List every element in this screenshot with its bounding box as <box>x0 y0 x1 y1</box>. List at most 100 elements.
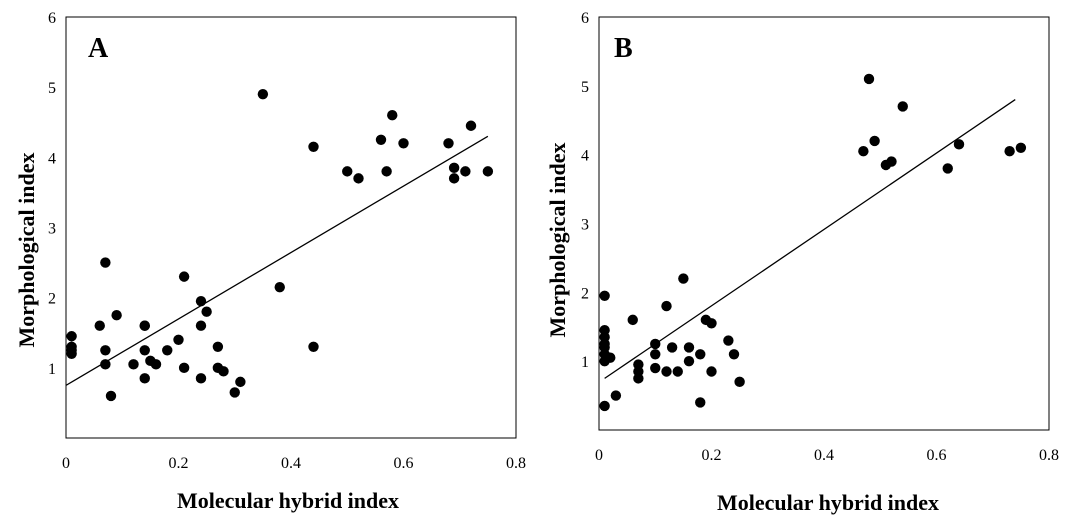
data-point <box>100 257 111 268</box>
data-point <box>353 173 364 184</box>
x-tick-label: 0.4 <box>281 455 301 472</box>
data-point <box>599 290 610 301</box>
data-point <box>633 373 644 384</box>
data-point <box>178 362 190 374</box>
x-tick-label: 0.2 <box>169 455 189 472</box>
data-point <box>863 73 875 85</box>
panel-a: A 1 2 3 4 5 6 0 0.2 0.4 0.6 0.8 Molecular hybrid ind… <box>14 10 526 513</box>
data-point <box>482 166 494 177</box>
data-point <box>195 320 207 331</box>
y-tick-label: 3 <box>48 221 56 238</box>
data-point <box>398 138 409 149</box>
y-tick-label: 3 <box>581 217 589 234</box>
data-point <box>173 334 184 345</box>
data-point <box>448 162 460 174</box>
data-point <box>953 139 965 150</box>
data-point <box>683 342 695 353</box>
panel-label: A <box>88 33 109 64</box>
data-point <box>257 88 269 100</box>
data-point <box>627 314 638 326</box>
data-point <box>1015 142 1027 153</box>
data-point <box>218 366 229 377</box>
data-point <box>448 173 460 184</box>
data-point <box>308 141 319 153</box>
data-point <box>734 376 745 388</box>
x-tick-label: 0.2 <box>702 447 722 464</box>
y-tick-label: 1 <box>581 354 589 371</box>
data-point <box>706 366 717 377</box>
data-point <box>672 366 683 377</box>
y-tick-label: 6 <box>581 10 589 27</box>
data-point <box>942 163 953 174</box>
x-tick-label: 0.8 <box>1039 447 1059 464</box>
data-point <box>162 345 173 356</box>
data-point <box>678 273 689 284</box>
data-point <box>381 166 392 177</box>
data-point <box>201 306 212 317</box>
data-point <box>111 310 122 321</box>
data-point <box>695 349 706 360</box>
data-point <box>1004 146 1015 157</box>
data-point <box>683 355 695 367</box>
data-point <box>661 300 672 312</box>
data-point <box>229 387 240 398</box>
data-point <box>443 138 454 149</box>
data-point <box>666 342 678 353</box>
data-point <box>139 345 150 356</box>
data-point <box>886 156 897 167</box>
data-point <box>650 349 661 360</box>
data-point <box>650 338 661 350</box>
data-point <box>235 376 246 388</box>
data-point <box>212 341 224 352</box>
data-point <box>869 135 880 147</box>
data-point <box>375 134 387 145</box>
trend-line <box>604 99 1016 379</box>
x-tick-label: 0.4 <box>814 447 834 464</box>
x-axis-title: Molecular hybrid index <box>177 488 399 513</box>
data-point <box>195 295 207 307</box>
data-point <box>387 110 398 121</box>
y-axis-title: Morphological index <box>545 143 570 338</box>
plot-frame <box>598 16 1050 431</box>
data-point <box>465 120 477 131</box>
panel-b: B 1 2 3 4 5 6 0 0.2 0.4 0.6 0.8 Molecular hybrid ind… <box>545 10 1059 515</box>
data-point <box>128 359 139 370</box>
data-point <box>150 359 162 370</box>
data-point <box>460 166 471 177</box>
data-point <box>728 349 740 360</box>
plot-frame <box>65 16 517 439</box>
data-point <box>195 373 207 384</box>
y-axis-title: Morphological index <box>14 153 39 348</box>
data-point <box>610 390 622 401</box>
panel-label: B <box>614 33 633 64</box>
data-point <box>139 320 150 331</box>
data-point <box>723 335 734 346</box>
data-point <box>105 390 117 402</box>
x-tick-label: 0.8 <box>506 455 526 472</box>
trend-line <box>65 135 489 386</box>
data-point <box>66 331 77 342</box>
data-point <box>661 366 672 377</box>
y-tick-label: 5 <box>581 79 589 96</box>
y-tick-label: 4 <box>48 150 56 167</box>
x-axis-title: Molecular hybrid index <box>717 490 939 515</box>
x-tick-label: 0.6 <box>927 447 947 464</box>
x-tick-label: 0.6 <box>394 455 414 472</box>
data-point <box>695 397 706 408</box>
y-tick-label: 6 <box>48 10 56 27</box>
data-point <box>342 166 353 177</box>
data-point <box>650 362 661 374</box>
x-tick-label: 0 <box>595 447 603 464</box>
x-tick-label: 0 <box>62 455 70 472</box>
y-tick-label: 5 <box>48 80 56 97</box>
data-point <box>100 345 111 356</box>
y-tick-label: 1 <box>48 361 56 378</box>
data-point <box>100 359 111 370</box>
data-point <box>94 320 105 331</box>
y-tick-label: 2 <box>48 291 56 308</box>
data-point <box>897 101 908 112</box>
data-point <box>274 281 285 293</box>
data-point <box>599 400 610 412</box>
data-point <box>605 352 616 363</box>
